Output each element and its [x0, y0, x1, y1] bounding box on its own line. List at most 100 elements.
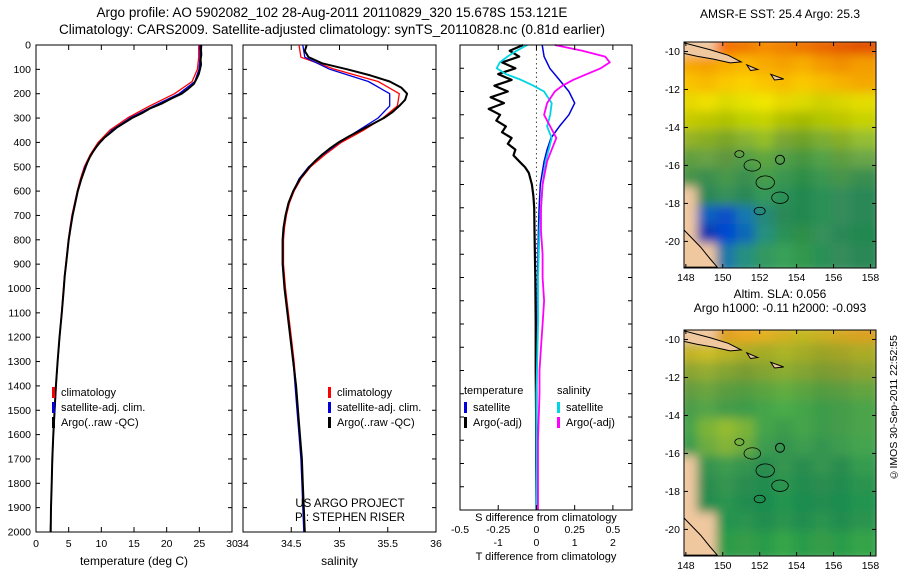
imos-credit: ©IMOS 30-Sep-2011 22:52:55 — [888, 335, 900, 481]
svg-text:2: 2 — [610, 537, 616, 549]
temperature-axis-label: temperature (deg C) — [79, 554, 189, 568]
svg-text:100: 100 — [13, 64, 31, 76]
svg-text:1700: 1700 — [8, 453, 32, 465]
legend-label: Argo(-adj) — [566, 416, 615, 429]
climatology-line-icon — [52, 387, 55, 398]
svg-text:-10: -10 — [665, 334, 680, 346]
temperature-legend: climatology satellite-adj. clim. Argo(..… — [52, 385, 145, 430]
svg-text:158: 158 — [862, 560, 880, 572]
us-argo-note-line1: US ARGO PROJECT — [295, 498, 405, 510]
svg-text:150: 150 — [714, 560, 732, 572]
s-argo-line-icon — [557, 417, 560, 428]
svg-text:1800: 1800 — [8, 478, 32, 490]
svg-text:300: 300 — [13, 113, 31, 125]
sla-map-title-line1: Altim. SLA: 0.056 — [733, 287, 827, 301]
svg-text:10: 10 — [95, 538, 107, 550]
svg-text:-10: -10 — [665, 46, 680, 58]
svg-text:900: 900 — [13, 259, 31, 271]
svg-text:1200: 1200 — [8, 332, 32, 344]
svg-text:700: 700 — [13, 210, 31, 222]
diff-legend-temperature-header: temperature — [464, 385, 524, 397]
legend-item-climatology: climatology — [52, 385, 145, 400]
diff-legend-salinity-header: salinity — [557, 385, 591, 397]
figure-title-line1: Argo profile: AO 5902082_102 28-Aug-2011… — [96, 5, 568, 20]
legend-label: satellite-adj. clim. — [61, 401, 146, 414]
svg-text:0.5: 0.5 — [606, 524, 621, 536]
svg-text:-12: -12 — [665, 84, 680, 96]
svg-text:154: 154 — [788, 560, 806, 572]
legend-label: climatology — [337, 386, 393, 399]
svg-text:1: 1 — [572, 537, 578, 549]
svg-text:1600: 1600 — [8, 429, 32, 441]
svg-text:600: 600 — [13, 186, 31, 198]
argo-line-icon — [52, 417, 55, 428]
svg-text:30: 30 — [226, 538, 238, 550]
svg-text:25: 25 — [193, 538, 205, 550]
svg-text:152: 152 — [751, 272, 769, 284]
satellite-clim-line-icon — [52, 402, 55, 413]
legend-item-argo: Argo(..raw -QC) — [52, 415, 145, 430]
svg-text:-0.5: -0.5 — [451, 524, 469, 536]
legend-item-satellite-clim: satellite-adj. clim. — [52, 400, 145, 415]
legend-label: climatology — [61, 386, 117, 399]
legend-item-t-satellite: satellite — [464, 400, 523, 415]
svg-text:34.5: 34.5 — [281, 538, 302, 550]
difference-profile-panel: -0.5 -0.25 0 0.25 0.5 -1 0 1 2 — [451, 43, 633, 549]
temperature-profile-panel: 0 5 10 15 20 25 300100200300400500600700800900… — [8, 40, 238, 551]
svg-text:156: 156 — [825, 560, 843, 572]
svg-text:35.5: 35.5 — [378, 538, 399, 550]
svg-text:-18: -18 — [665, 198, 680, 210]
diff-legend-salinity: salinity satellite Argo(-adj) — [557, 385, 615, 430]
legend-label: satellite — [473, 401, 511, 414]
legend-label: Argo(..raw -QC) — [337, 416, 415, 429]
s-difference-axis-label: S difference from climatology — [475, 512, 617, 524]
svg-text:-0.25: -0.25 — [486, 524, 510, 536]
svg-text:1300: 1300 — [8, 356, 32, 368]
svg-text:150: 150 — [714, 272, 732, 284]
svg-text:0: 0 — [33, 538, 39, 550]
svg-text:400: 400 — [13, 137, 31, 149]
svg-text:-12: -12 — [665, 372, 680, 384]
legend-label: satellite-adj. clim. — [337, 401, 422, 414]
sst-map-title: AMSR-E SST: 25.4 Argo: 25.3 — [699, 7, 861, 21]
figure-title-line2: Climatology: CARS2009. Satellite-adjuste… — [58, 22, 606, 37]
salinity-axis-label: salinity — [321, 554, 358, 568]
climatology-line-icon — [328, 387, 331, 398]
legend-item-s-argo: Argo(-adj) — [557, 415, 615, 430]
svg-text:-1: -1 — [494, 537, 503, 549]
sla-map-panel: 148 150 152 154 156 158 -10 -12 -14 -16 -18 -20 — [665, 329, 880, 572]
svg-text:-20: -20 — [665, 236, 680, 248]
svg-text:1000: 1000 — [8, 283, 32, 295]
salinity-profile-panel: 34 34.5 35 35.5 36 — [237, 44, 442, 550]
svg-text:-16: -16 — [665, 448, 680, 460]
svg-text:2000: 2000 — [8, 527, 32, 539]
us-argo-note: US ARGO PROJECT PI: STEPHEN RISER — [270, 497, 430, 525]
legend-item-t-argo: Argo(-adj) — [464, 415, 523, 430]
legend-label: Argo(-adj) — [473, 416, 522, 429]
sst-map-panel: 148 150 152 154 156 158 -10 -12 -14 -16 -18 -20 — [665, 41, 880, 284]
svg-text:36: 36 — [430, 538, 442, 550]
svg-text:-18: -18 — [665, 486, 680, 498]
legend-item-argo: Argo(..raw -QC) — [328, 415, 421, 430]
svg-text:-16: -16 — [665, 160, 680, 172]
svg-text:148: 148 — [677, 560, 695, 572]
svg-text:34: 34 — [237, 538, 249, 550]
argo-line-icon — [328, 417, 331, 428]
legend-item-satellite-clim: satellite-adj. clim. — [328, 400, 421, 415]
svg-text:0: 0 — [534, 524, 540, 536]
svg-text:-14: -14 — [665, 410, 680, 422]
legend-label: Argo(..raw -QC) — [61, 416, 139, 429]
t-argo-line-icon — [464, 417, 467, 428]
svg-text:800: 800 — [13, 234, 31, 246]
svg-text:0.25: 0.25 — [564, 524, 585, 536]
svg-text:15: 15 — [128, 538, 140, 550]
svg-text:1400: 1400 — [8, 380, 32, 392]
svg-text:5: 5 — [66, 538, 72, 550]
svg-text:200: 200 — [13, 88, 31, 100]
svg-text:1900: 1900 — [8, 502, 32, 514]
satellite-clim-line-icon — [328, 402, 331, 413]
svg-text:158: 158 — [862, 272, 880, 284]
svg-text:-20: -20 — [665, 524, 680, 536]
